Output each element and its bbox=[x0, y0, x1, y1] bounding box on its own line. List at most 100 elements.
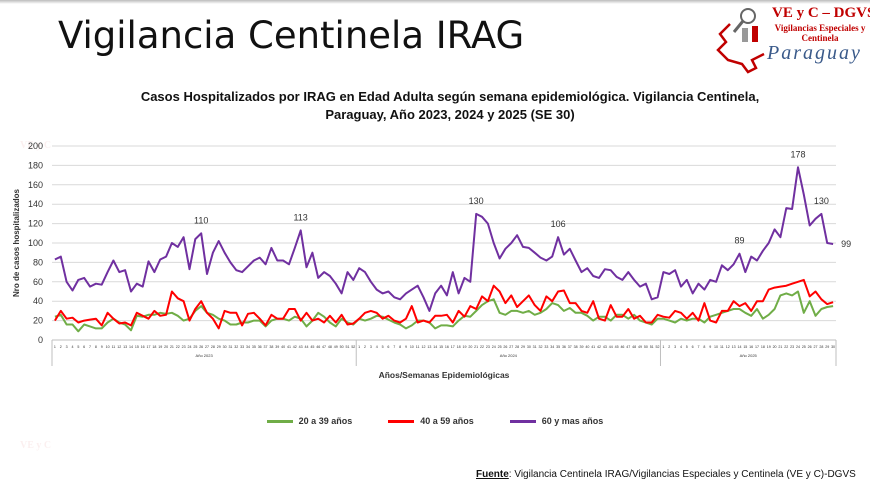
x-tick-label: 20 bbox=[773, 345, 777, 349]
year-label: Año 2023 bbox=[196, 353, 214, 358]
y-tick-label: 60 bbox=[33, 277, 43, 287]
x-tick-label: 43 bbox=[299, 345, 303, 349]
x-tick-label: 23 bbox=[182, 345, 186, 349]
data-label: 130 bbox=[469, 196, 484, 206]
logo-country: Paraguay bbox=[767, 42, 862, 64]
x-tick-label: 25 bbox=[193, 345, 197, 349]
legend-item: 20 a 39 años bbox=[266, 416, 353, 426]
legend: 20 a 39 años 40 a 59 años 60 y mas años bbox=[0, 416, 870, 426]
legend-label: 60 y mas años bbox=[541, 416, 604, 426]
chart-title-line1: Casos Hospitalizados por IRAG en Edad Ad… bbox=[140, 89, 760, 104]
x-axis-title: Años/Semanas Epidemiológicas bbox=[379, 370, 510, 380]
x-tick-label: 33 bbox=[240, 345, 244, 349]
x-tick-label: 22 bbox=[176, 345, 180, 349]
x-tick-label: 5 bbox=[77, 345, 79, 349]
series-line-2 bbox=[54, 278, 834, 330]
source-label: Fuente bbox=[476, 469, 509, 480]
x-tick-label: 5 bbox=[382, 345, 384, 349]
x-tick-label: 14 bbox=[737, 345, 741, 349]
x-tick-label: 46 bbox=[620, 345, 624, 349]
x-tick-label: 31 bbox=[533, 345, 537, 349]
x-tick-label: 52 bbox=[656, 345, 660, 349]
x-tick-label: 38 bbox=[269, 345, 273, 349]
source-text: : Vigilancia Centinela IRAG/Vigilancias … bbox=[508, 469, 856, 480]
x-tick-label: 9 bbox=[405, 345, 407, 349]
y-tick-label: 160 bbox=[28, 180, 43, 190]
x-tick-label: 47 bbox=[322, 345, 326, 349]
y-tick-label: 0 bbox=[38, 335, 43, 345]
x-tick-label: 26 bbox=[808, 345, 812, 349]
x-tick-label: 32 bbox=[234, 345, 238, 349]
year-label: Año 2025 bbox=[740, 353, 758, 358]
y-tick-label: 200 bbox=[28, 141, 43, 151]
x-tick-label: 47 bbox=[626, 345, 630, 349]
x-tick-label: 25 bbox=[498, 345, 502, 349]
data-label: 99 bbox=[841, 239, 851, 249]
x-tick-label: 37 bbox=[568, 345, 572, 349]
x-tick-label: 11 bbox=[112, 345, 116, 349]
x-tick-label: 12 bbox=[117, 345, 121, 349]
x-tick-label: 27 bbox=[509, 345, 513, 349]
x-tick-label: 16 bbox=[141, 345, 145, 349]
x-tick-label: 2 bbox=[668, 345, 670, 349]
y-tick-label: 20 bbox=[33, 316, 43, 326]
legend-label: 20 a 39 años bbox=[298, 416, 353, 426]
logo-title: VE y C – DGVS bbox=[772, 5, 870, 21]
x-tick-label: 34 bbox=[246, 345, 250, 349]
x-tick-label: 26 bbox=[503, 345, 507, 349]
data-label: 130 bbox=[814, 196, 829, 206]
x-tick-label: 3 bbox=[370, 345, 372, 349]
x-tick-label: 40 bbox=[281, 345, 285, 349]
x-tick-label: 17 bbox=[147, 345, 151, 349]
logo-subtitle: Vigilancias Especiales y Centinela bbox=[774, 23, 866, 43]
slide-title: Vigilancia Centinela IRAG bbox=[58, 14, 525, 57]
x-tick-label: 21 bbox=[170, 345, 174, 349]
x-tick-label: 21 bbox=[778, 345, 782, 349]
data-label: 89 bbox=[734, 236, 744, 246]
x-tick-label: 16 bbox=[749, 345, 753, 349]
legend-swatch bbox=[388, 419, 415, 423]
x-tick-label: 34 bbox=[550, 345, 554, 349]
x-tick-label: 42 bbox=[597, 345, 601, 349]
x-tick-label: 18 bbox=[152, 345, 156, 349]
x-tick-label: 33 bbox=[544, 345, 548, 349]
x-tick-label: 11 bbox=[416, 345, 420, 349]
x-tick-label: 7 bbox=[393, 345, 395, 349]
chart-title-line2: Paraguay, Año 2023, 2024 y 2025 (SE 30) bbox=[325, 107, 575, 122]
x-tick-label: 7 bbox=[698, 345, 700, 349]
x-tick-label: 40 bbox=[585, 345, 589, 349]
year-label: Año 2024 bbox=[500, 353, 518, 358]
x-tick-label: 48 bbox=[632, 345, 636, 349]
x-tick-label: 23 bbox=[486, 345, 490, 349]
x-tick-label: 15 bbox=[135, 345, 139, 349]
series-line-1 bbox=[54, 290, 834, 333]
x-tick-label: 49 bbox=[334, 345, 338, 349]
x-tick-label: 39 bbox=[275, 345, 279, 349]
x-tick-label: 22 bbox=[784, 345, 788, 349]
x-tick-label: 30 bbox=[223, 345, 227, 349]
x-tick-label: 6 bbox=[387, 345, 389, 349]
legend-item: 40 a 59 años bbox=[388, 416, 474, 426]
x-tick-label: 51 bbox=[650, 345, 654, 349]
x-tick-label: 19 bbox=[462, 345, 466, 349]
x-tick-label: 7 bbox=[89, 345, 91, 349]
x-tick-label: 39 bbox=[579, 345, 583, 349]
x-tick-label: 41 bbox=[591, 345, 595, 349]
x-tick-label: 12 bbox=[422, 345, 426, 349]
x-tick-label: 13 bbox=[732, 345, 736, 349]
data-label: 110 bbox=[194, 215, 208, 225]
x-tick-label: 14 bbox=[129, 345, 133, 349]
x-tick-label: 45 bbox=[310, 345, 314, 349]
x-tick-label: 18 bbox=[761, 345, 765, 349]
x-tick-label: 36 bbox=[562, 345, 566, 349]
x-tick-label: 16 bbox=[445, 345, 449, 349]
x-tick-label: 31 bbox=[228, 345, 232, 349]
x-tick-label: 29 bbox=[217, 345, 221, 349]
x-tick-label: 45 bbox=[615, 345, 619, 349]
x-tick-label: 20 bbox=[164, 345, 168, 349]
x-tick-label: 30 bbox=[831, 345, 835, 349]
x-tick-label: 51 bbox=[345, 345, 349, 349]
y-tick-label: 80 bbox=[33, 257, 43, 267]
x-tick-label: 29 bbox=[521, 345, 525, 349]
